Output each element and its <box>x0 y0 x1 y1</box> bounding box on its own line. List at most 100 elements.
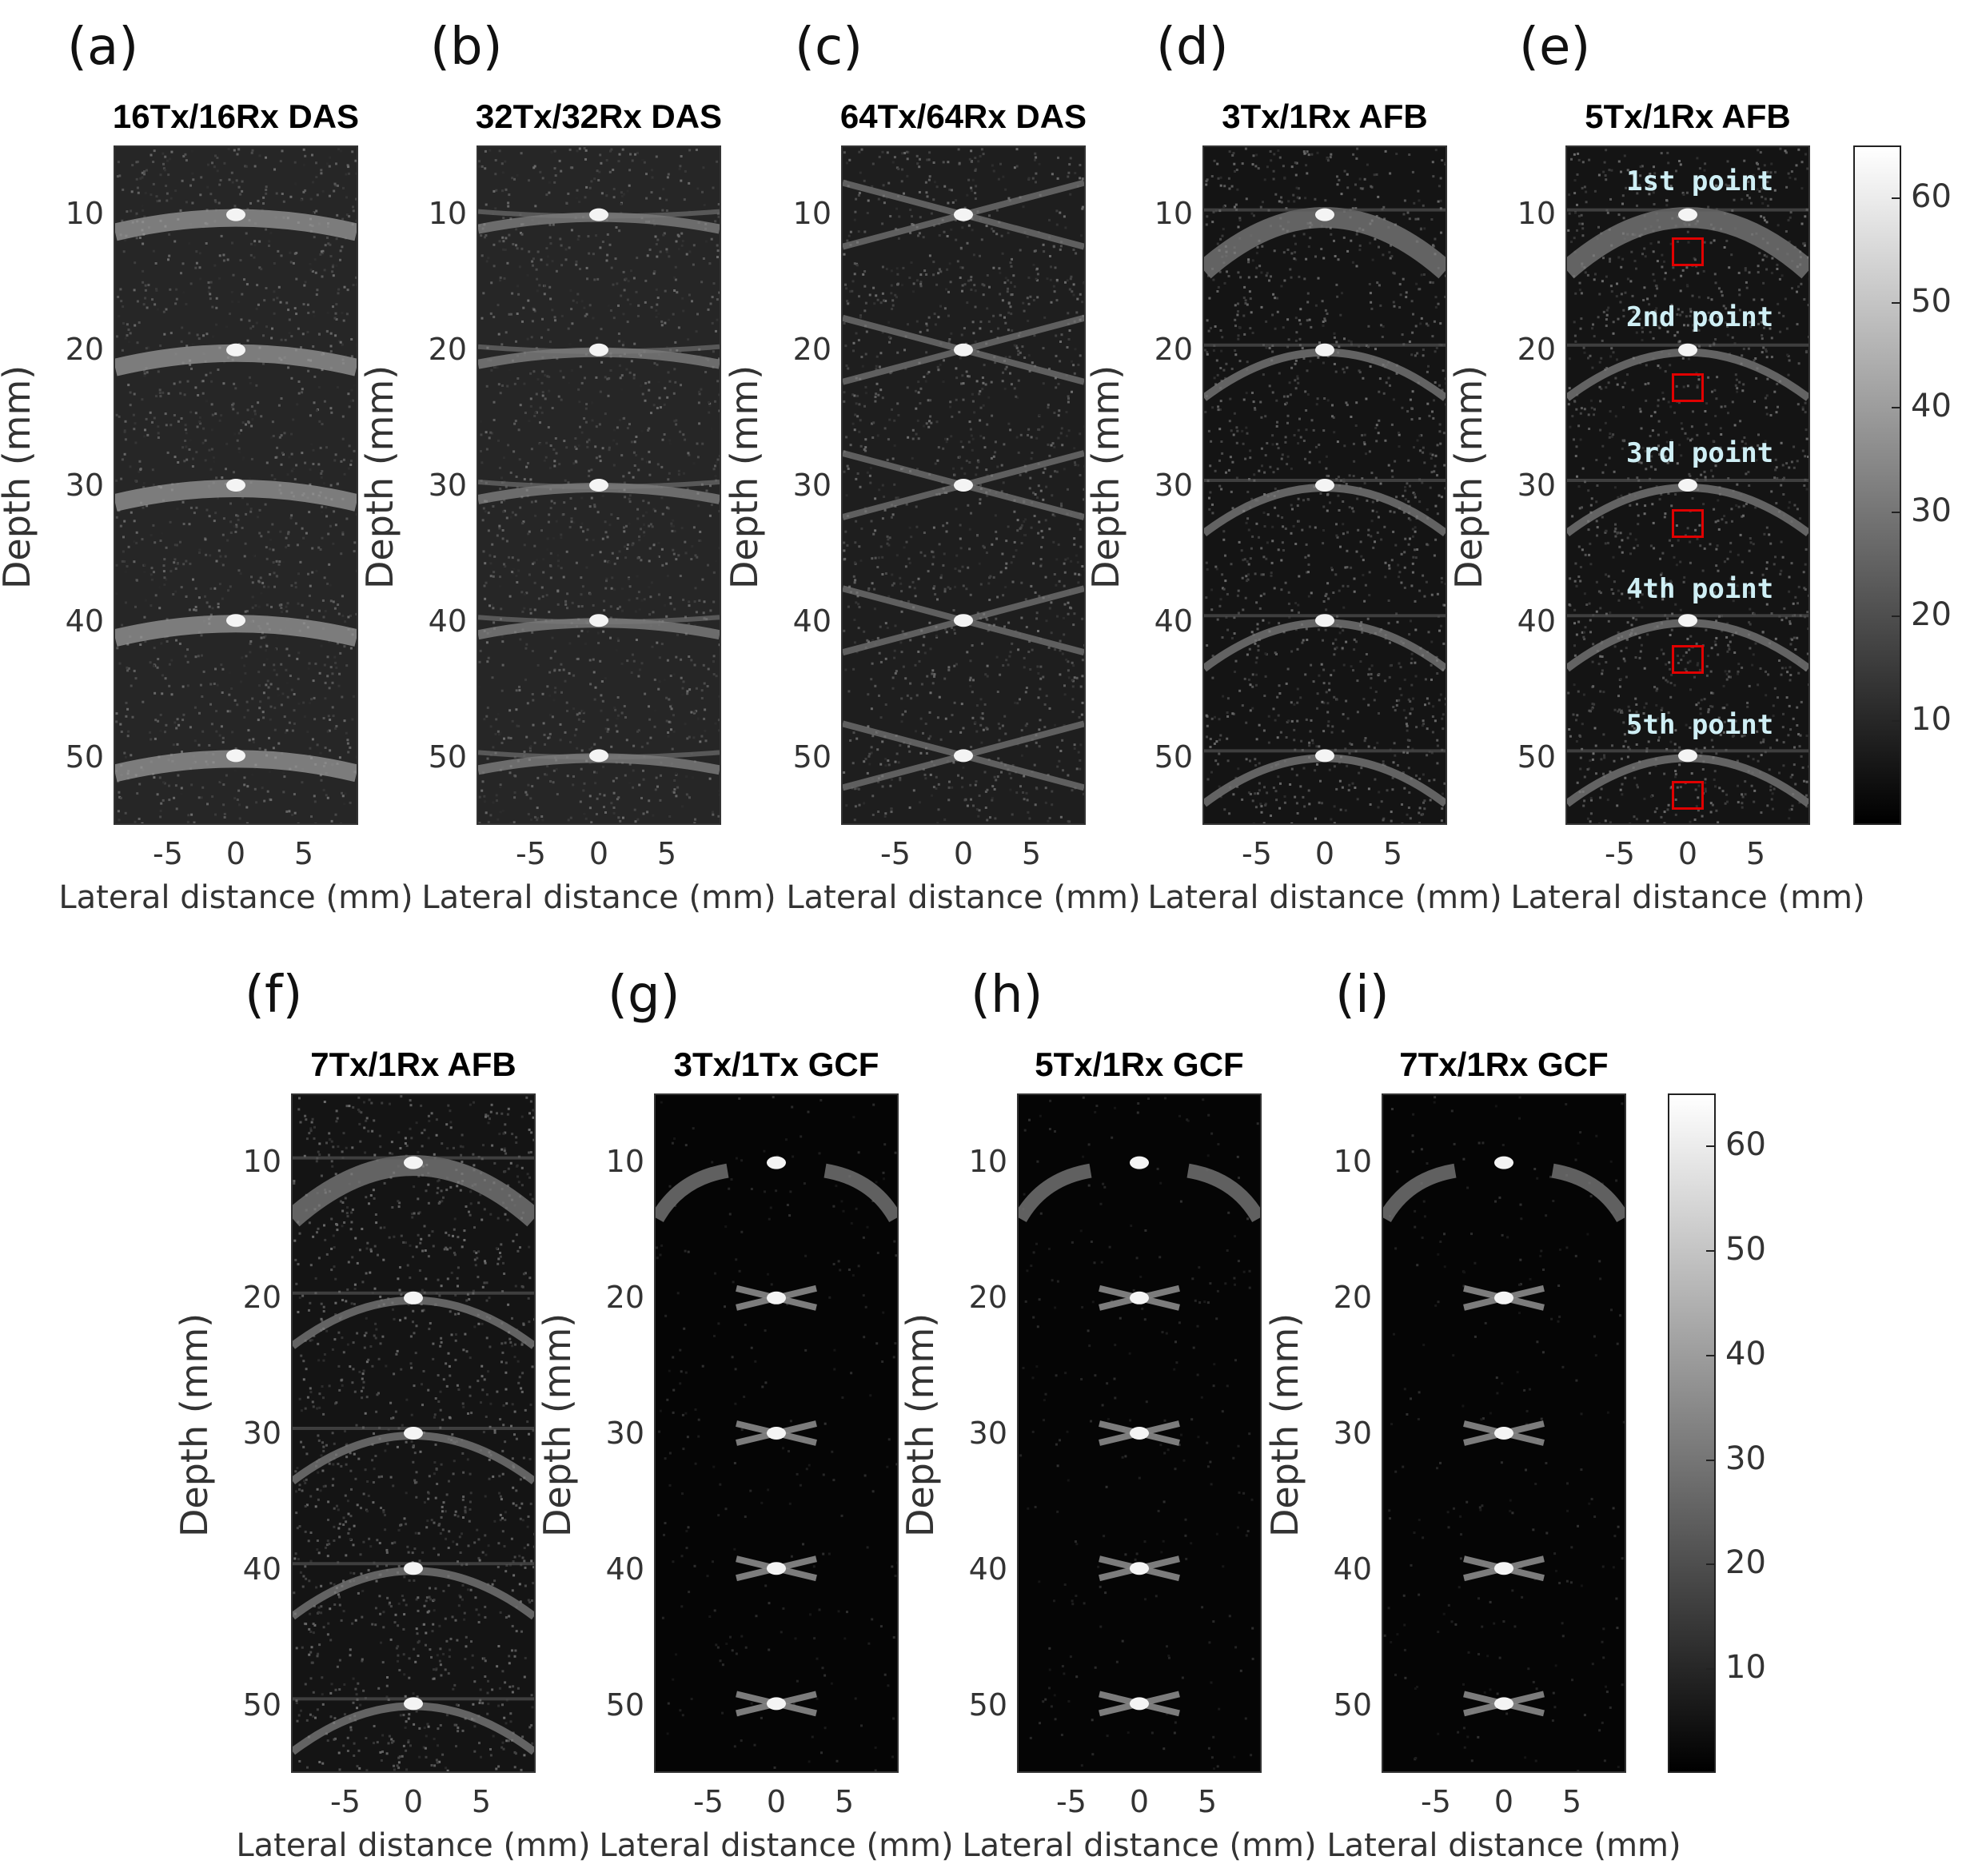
y-tick-label: 50 <box>242 1687 281 1723</box>
y-tick-label: 20 <box>605 1280 644 1315</box>
panel-title: 3Tx/1Tx GCF <box>673 1046 879 1083</box>
x-tick-label: 5 <box>471 1784 492 1819</box>
bmode-image <box>1567 147 1808 823</box>
x-axis-label: Lateral distance (mm) <box>786 879 1141 916</box>
y-axis-label: Depth (mm) <box>1263 1312 1306 1537</box>
y-tick-label: 10 <box>1333 1144 1372 1179</box>
bmode-image-frame <box>1202 145 1447 825</box>
x-tick-label: -5 <box>153 836 183 871</box>
y-tick-label: 20 <box>65 332 104 367</box>
colorbar-tick-label: 10 <box>1911 701 1952 739</box>
colorbar-tick-label: 30 <box>1725 1440 1766 1477</box>
y-tick-label: 20 <box>242 1280 281 1315</box>
colorbar-tick-mark <box>1892 406 1900 408</box>
panel-letter: (f) <box>245 966 303 1025</box>
panel-letter: (b) <box>430 18 503 77</box>
point-annotation: 2nd point <box>1626 301 1774 333</box>
y-tick-label: 20 <box>1154 332 1193 367</box>
panel-letter: (i) <box>1335 966 1390 1025</box>
y-axis-label: Depth (mm) <box>1084 364 1127 589</box>
x-tick-label: 0 <box>403 1784 424 1819</box>
bmode-image <box>293 1095 534 1771</box>
y-tick-label: 50 <box>1517 739 1556 775</box>
colorbar-tick-label: 40 <box>1911 387 1952 424</box>
colorbar-tick-label: 40 <box>1725 1335 1766 1372</box>
colorbar-tick-mark <box>1892 720 1900 723</box>
y-tick-label: 50 <box>65 739 104 775</box>
y-tick-label: 40 <box>1333 1551 1372 1587</box>
roi-box <box>1672 645 1704 674</box>
y-tick-label: 10 <box>792 196 831 231</box>
x-tick-label: -5 <box>880 836 911 871</box>
x-tick-label: 0 <box>1314 836 1335 871</box>
y-tick-label: 30 <box>792 468 831 503</box>
bmode-image-frame <box>654 1093 899 1773</box>
y-tick-label: 40 <box>242 1551 281 1587</box>
y-tick-label: 30 <box>1517 468 1556 503</box>
bmode-image-frame <box>1382 1093 1626 1773</box>
x-tick-label: 5 <box>293 836 314 871</box>
y-tick-label: 40 <box>605 1551 644 1587</box>
y-tick-label: 40 <box>65 603 104 639</box>
colorbar-bottom <box>1668 1093 1716 1773</box>
y-tick-label: 10 <box>428 196 467 231</box>
y-tick-label: 10 <box>1154 196 1193 231</box>
x-tick-label: 5 <box>1561 1784 1582 1819</box>
colorbar-tick-label: 60 <box>1911 178 1952 216</box>
y-tick-label: 50 <box>792 739 831 775</box>
y-axis-label: Depth (mm) <box>899 1312 942 1537</box>
y-axis-label: Depth (mm) <box>358 364 401 589</box>
x-tick-label: 5 <box>1745 836 1766 871</box>
bmode-image-frame <box>291 1093 536 1773</box>
colorbar-tick-mark <box>1892 302 1900 305</box>
y-tick-label: 50 <box>605 1687 644 1723</box>
x-tick-label: 5 <box>834 1784 855 1819</box>
x-tick-label: -5 <box>516 836 546 871</box>
x-tick-label: 0 <box>953 836 974 871</box>
x-axis-label: Lateral distance (mm) <box>1510 879 1865 916</box>
colorbar-tick-mark <box>1892 511 1900 513</box>
y-axis-label: Depth (mm) <box>536 1312 579 1537</box>
x-axis-label: Lateral distance (mm) <box>58 879 413 916</box>
bmode-image-frame <box>114 145 358 825</box>
y-axis-label: Depth (mm) <box>1447 364 1490 589</box>
panel-letter: (g) <box>608 966 680 1025</box>
panel-title: 7Tx/1Rx AFB <box>310 1046 516 1083</box>
panel-title: 32Tx/32Rx DAS <box>475 98 723 135</box>
bmode-image-frame <box>1565 145 1810 825</box>
bmode-image <box>115 147 357 823</box>
y-tick-label: 20 <box>1517 332 1556 367</box>
x-tick-label: 5 <box>656 836 677 871</box>
colorbar-tick-mark <box>1706 1668 1714 1671</box>
point-annotation: 1st point <box>1626 165 1774 197</box>
y-tick-label: 10 <box>65 196 104 231</box>
x-axis-label: Lateral distance (mm) <box>421 879 776 916</box>
colorbar-tick-mark <box>1892 197 1900 200</box>
bmode-image <box>656 1095 897 1771</box>
x-tick-label: 0 <box>766 1784 787 1819</box>
y-tick-label: 30 <box>1154 468 1193 503</box>
bmode-image-frame <box>477 145 721 825</box>
x-axis-label: Lateral distance (mm) <box>1147 879 1502 916</box>
colorbar-tick-mark <box>1706 1459 1714 1461</box>
bmode-image <box>478 147 720 823</box>
y-tick-label: 30 <box>605 1416 644 1451</box>
y-tick-label: 50 <box>428 739 467 775</box>
x-tick-label: -5 <box>1242 836 1272 871</box>
y-axis-label: Depth (mm) <box>0 364 38 589</box>
y-tick-label: 30 <box>242 1416 281 1451</box>
panel-title: 16Tx/16Rx DAS <box>112 98 360 135</box>
point-annotation: 3rd point <box>1626 437 1774 469</box>
roi-box <box>1672 781 1704 810</box>
colorbar-top <box>1853 145 1901 825</box>
bmode-image <box>1019 1095 1260 1771</box>
colorbar-tick-mark <box>1706 1354 1714 1356</box>
colorbar-tick-label: 10 <box>1725 1649 1766 1687</box>
y-tick-label: 40 <box>968 1551 1007 1587</box>
x-tick-label: 0 <box>588 836 609 871</box>
y-tick-label: 20 <box>428 332 467 367</box>
colorbar-tick-mark <box>1706 1145 1714 1148</box>
x-axis-label: Lateral distance (mm) <box>236 1827 591 1864</box>
x-tick-label: 0 <box>1129 1784 1150 1819</box>
y-tick-label: 40 <box>1154 603 1193 639</box>
